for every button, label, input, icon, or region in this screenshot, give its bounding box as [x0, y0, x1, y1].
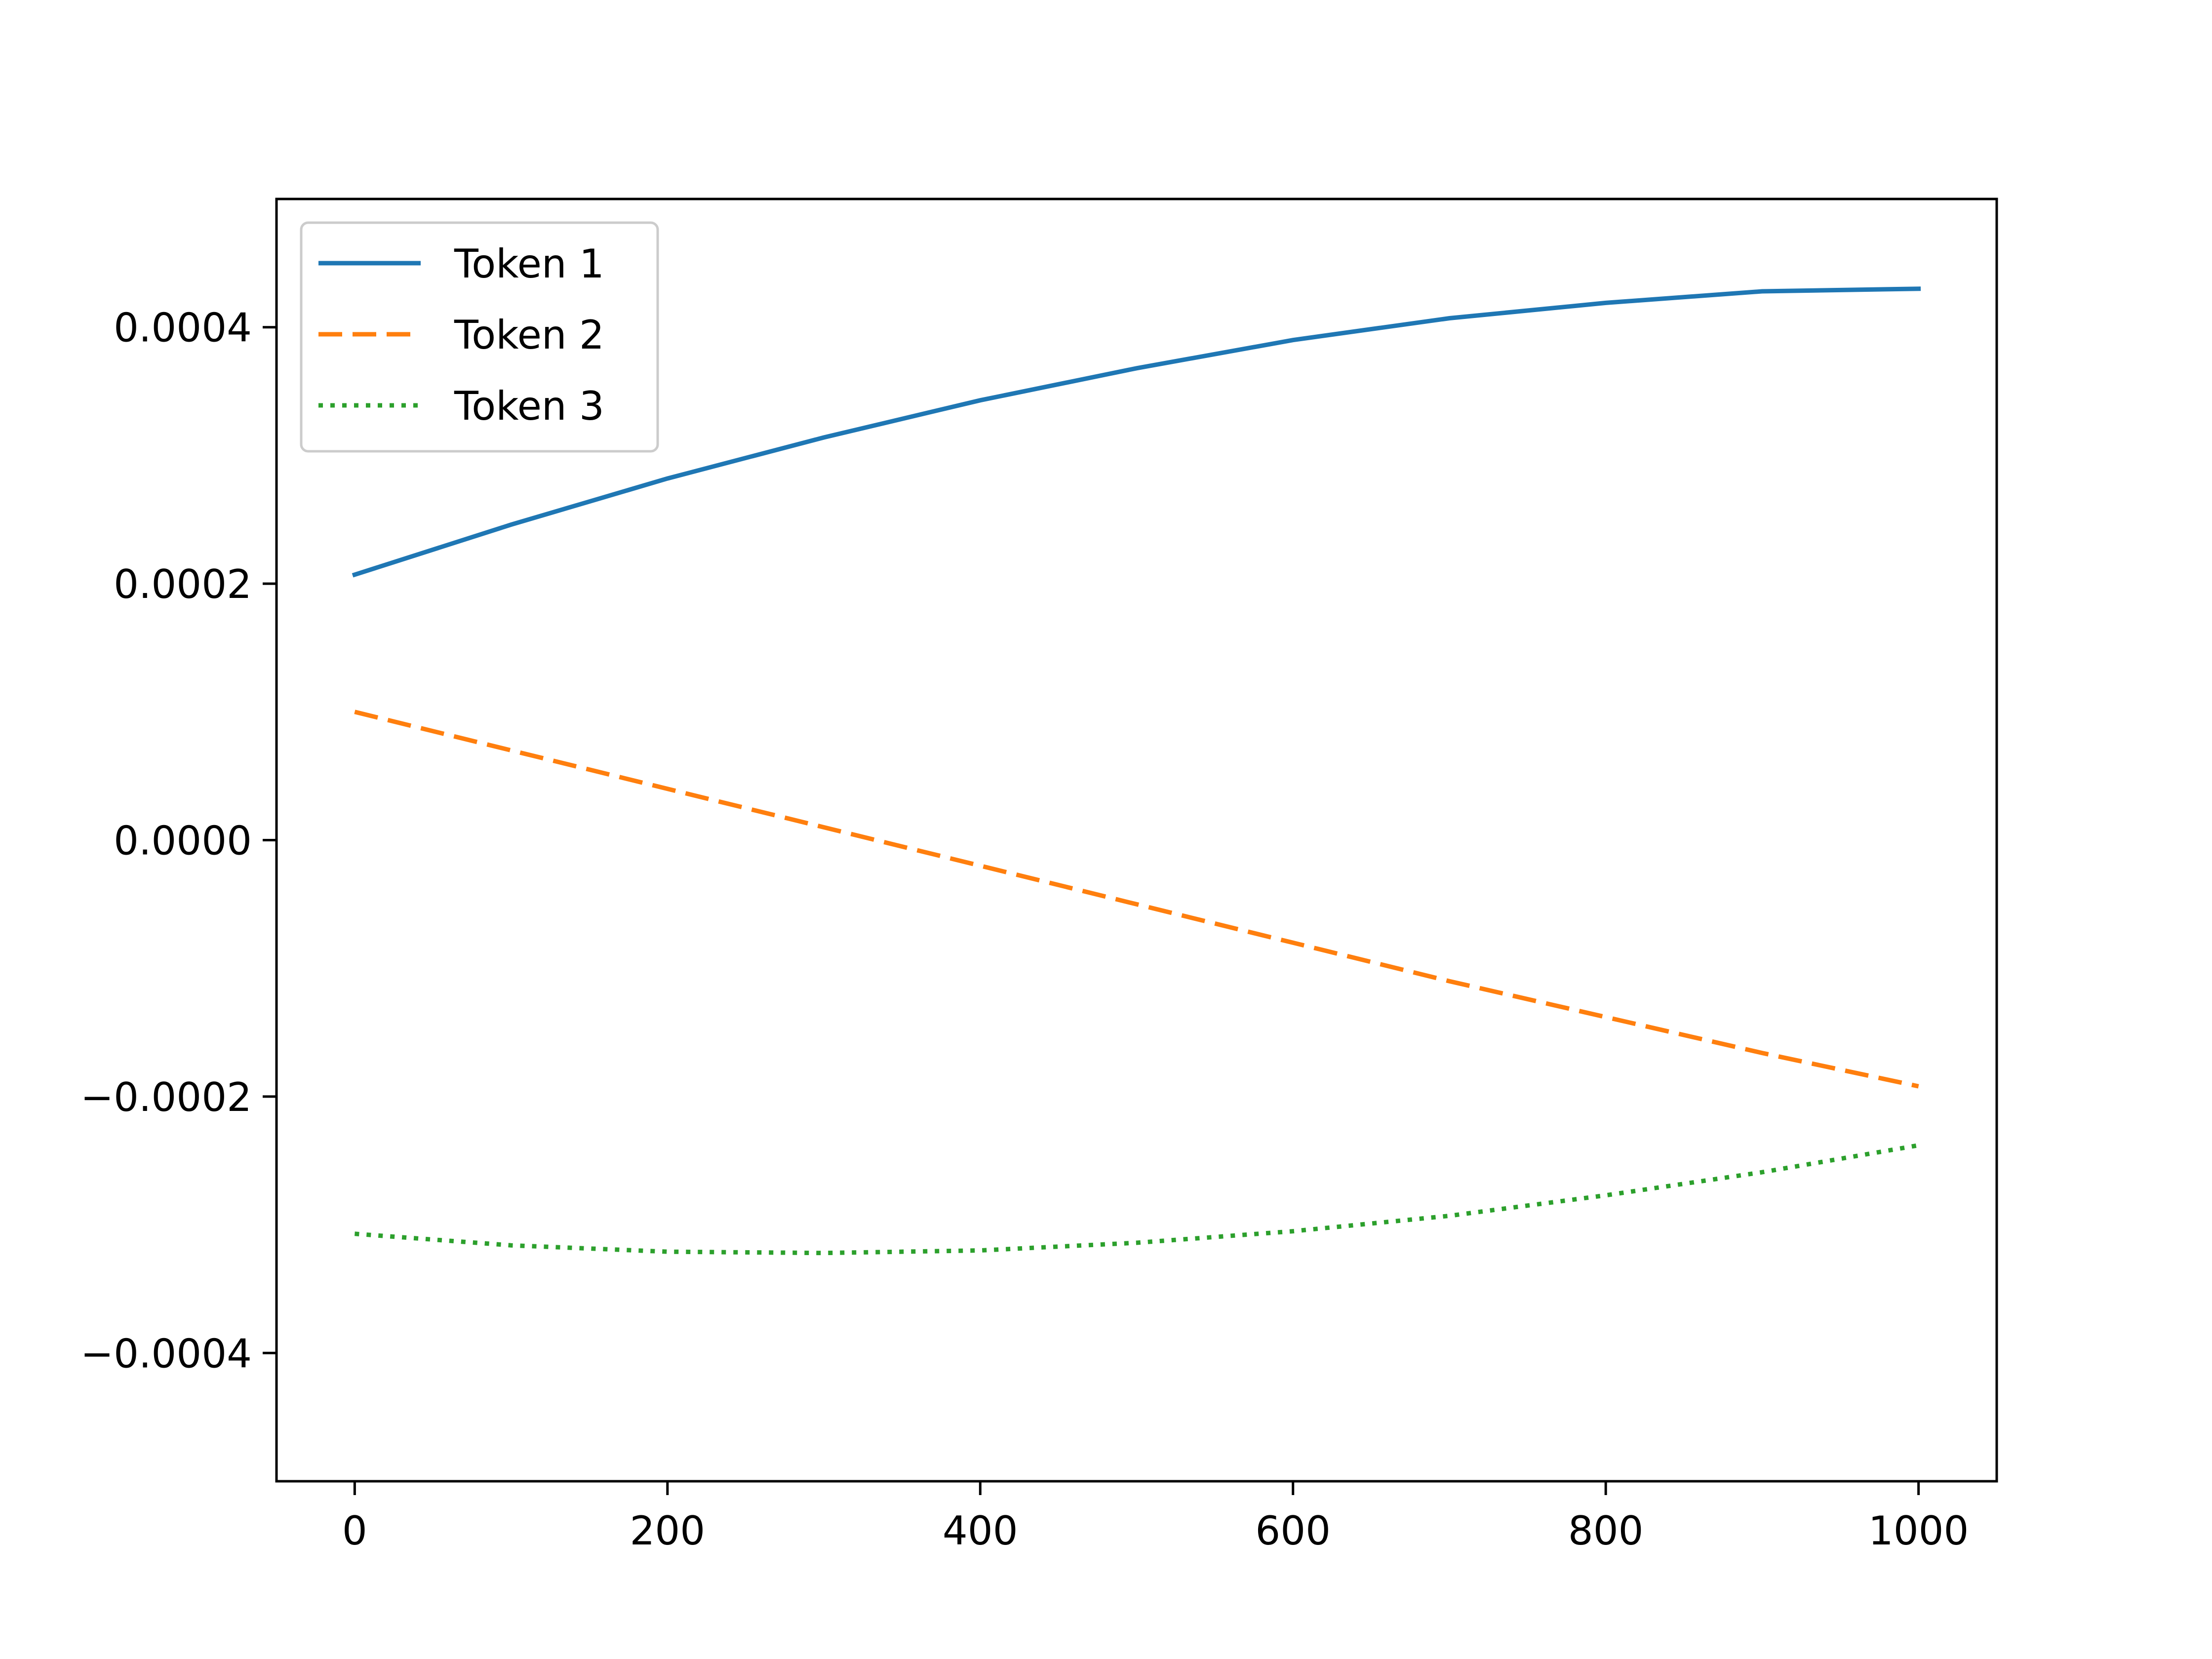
legend-label-token-2: Token 2 — [454, 312, 604, 358]
legend: Token 1 Token 2 Token 3 — [300, 221, 659, 453]
legend-box — [300, 221, 659, 453]
y-tick-label: 0.0004 — [114, 305, 252, 351]
x-tick-label: 200 — [630, 1508, 705, 1554]
y-tick-label: 0.0000 — [114, 818, 252, 864]
series-line-token-3 — [355, 1143, 1919, 1256]
x-tick-label: 1000 — [1868, 1508, 1969, 1554]
series-line-token-1 — [352, 286, 1921, 578]
x-tick-label: 0 — [342, 1508, 367, 1554]
y-axis: −0.0004 −0.0002 0.0000 0.0002 0.0004 — [80, 305, 276, 1377]
x-tick-label: 800 — [1568, 1508, 1644, 1554]
series-lines — [352, 286, 1921, 1256]
legend-label-token-1: Token 1 — [454, 241, 604, 287]
x-axis: 0 200 400 600 800 1000 — [342, 1481, 1969, 1554]
y-tick-label: −0.0002 — [80, 1074, 252, 1120]
x-tick-label: 400 — [943, 1508, 1018, 1554]
series-line-token-2 — [354, 710, 1919, 1089]
y-tick-label: −0.0004 — [80, 1331, 252, 1377]
legend-label-token-3: Token 3 — [454, 383, 604, 429]
x-tick-label: 600 — [1255, 1508, 1331, 1554]
y-tick-label: 0.0002 — [114, 561, 252, 607]
